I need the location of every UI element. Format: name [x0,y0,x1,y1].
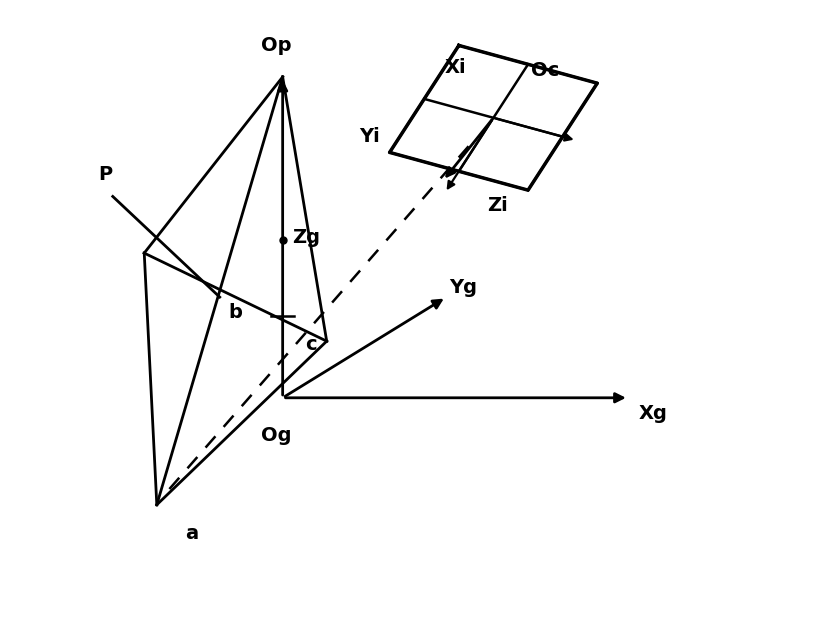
Text: Op: Op [261,36,292,55]
Text: P: P [98,165,112,184]
Text: Xg: Xg [638,404,667,423]
Text: a: a [185,523,198,543]
Text: Zi: Zi [487,197,508,216]
Text: b: b [229,303,243,322]
Text: Xi: Xi [445,58,467,77]
Text: Yi: Yi [359,127,380,146]
Text: Oc: Oc [531,61,560,80]
Text: c: c [306,335,317,354]
Text: Yg: Yg [449,278,477,297]
Text: Og: Og [261,426,292,445]
Text: Zg: Zg [292,228,320,247]
